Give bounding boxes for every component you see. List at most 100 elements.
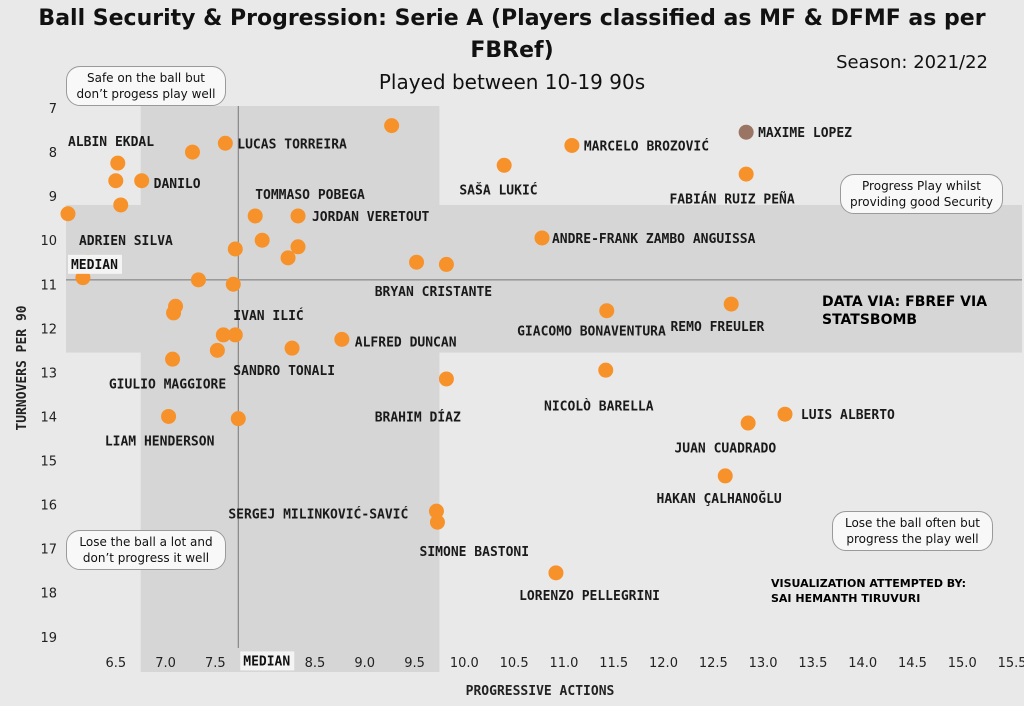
x-tick-label: 15.5 [998,656,1024,671]
x-tick-label: 9.0 [354,656,375,671]
player-label: IVAN ILIĆ [233,308,303,324]
y-tick-label: 15 [40,455,57,470]
data-point [60,206,76,222]
x-tick-label: 11.0 [549,656,578,671]
data-point [280,250,296,266]
player-label: ALBIN EKDAL [68,135,154,150]
player-label: BRYAN CRISTANTE [375,285,492,300]
y-tick-label: 14 [40,410,57,425]
chart-title-line-2: FBRef) [470,38,554,63]
player-label: BRAHIM DÍAZ [375,409,461,425]
player-label: JORDAN VERETOUT [312,210,430,225]
data-point [438,256,454,272]
data-point [740,415,756,431]
player-label: GIACOMO BONAVENTURA [517,325,666,340]
data-point [209,342,225,358]
data-point [290,239,306,255]
y-tick-label: 19 [40,631,57,646]
x-tick-label: 10.5 [500,656,529,671]
data-point [438,371,454,387]
data-point [190,272,206,288]
player-label: LUIS ALBERTO [801,408,895,423]
player-label: LUCAS TORREIRA [237,137,347,152]
x-tick-label: 14.0 [848,656,877,671]
data-point [247,208,263,224]
data-point [184,144,200,160]
x-tick-label: 10.0 [450,656,479,671]
player-label: DANILO [154,177,201,192]
data-point [134,173,150,189]
data-point [334,331,350,347]
data-point [230,411,246,427]
y-tick-label: 8 [49,146,57,161]
callout-top-right-line-1: Progress Play whilst [862,179,981,193]
player-label: LORENZO PELLEGRINI [519,589,660,604]
player-label: ANDRE-FRANK ZAMBO ANGUISSA [552,232,756,247]
y-tick-label: 13 [40,366,57,381]
credit-note: VISUALIZATION ATTEMPTED BY: SAI HEMANTH … [771,576,966,606]
x-tick-label: 9.5 [404,656,425,671]
median-label-bg [240,651,295,671]
callout-top-right-line-2: providing good Security [849,195,994,209]
data-point [290,208,306,224]
player-label: SANDRO TONALI [233,364,335,379]
player-label: FABIÁN RUIZ PEÑA [669,191,794,207]
vertical-shaded-band [140,106,440,672]
x-tick-label: 8.5 [305,656,326,671]
player-label: ALFRED DUNCAN [355,336,457,351]
data-point [428,503,444,519]
player-label: JUAN CUADRADO [674,441,776,456]
y-tick-label: 11 [40,278,57,293]
data-point [496,157,512,173]
data-point [409,254,425,270]
data-point [564,137,580,153]
x-tick-label: 13.5 [798,656,827,671]
x-tick-label: 11.5 [599,656,628,671]
x-tick-label: 7.5 [205,656,226,671]
data-source-note: DATA VIA: FBREF VIA STATSBOMB [822,293,987,329]
data-source-line-2: STATSBOMB [822,312,918,328]
data-point [110,155,126,171]
player-label: SIMONE BASTONI [420,545,530,560]
player-label: SERGEJ MILINKOVIĆ-SAVIĆ [228,506,408,522]
data-point [227,327,243,343]
callout-bottom-left: Lose the ball a lot and don’t progress i… [66,530,226,570]
data-point [548,565,564,581]
callout-top-left-line-2: don’t progess play well [76,87,216,101]
data-point [534,230,550,246]
season-label: Season: 2021/22 [836,52,988,73]
data-point [598,362,614,378]
callout-top-left: Safe on the ball but don’t progess play … [66,66,226,106]
data-point [161,408,177,424]
data-point [217,135,233,151]
callout-bottom-right: Lose the ball often but progress the pla… [832,511,993,551]
chart-subtitle: Played between 10-19 90s [378,70,646,94]
x-tick-label: 13.0 [749,656,778,671]
callout-top-right: Progress Play whilst providing good Secu… [840,174,1003,214]
player-label: ADRIEN SILVA [79,234,173,249]
credit-line-2: SAI HEMANTH TIRUVURI [771,592,921,605]
callout-bottom-left-line-1: Lose the ball a lot and [79,535,213,549]
data-point [738,124,754,140]
player-label: SAŠA LUKIĆ [459,183,537,199]
data-point [227,241,243,257]
data-point [723,296,739,312]
median-label: MEDIAN [71,258,118,273]
y-tick-label: 7 [49,102,57,117]
y-tick-label: 9 [49,190,57,205]
player-label: HAKAN ÇALHANOĞLU [657,491,782,507]
x-tick-label: 14.5 [898,656,927,671]
callout-top-left-line-1: Safe on the ball but [86,71,206,85]
player-label: GIULIO MAGGIORE [109,377,226,392]
player-label: TOMMASO POBEGA [255,188,365,203]
data-point [738,166,754,182]
x-tick-label: 12.5 [699,656,728,671]
credit-line-1: VISUALIZATION ATTEMPTED BY: [771,577,966,590]
data-point [284,340,300,356]
data-point [165,351,181,367]
data-point [166,305,182,321]
data-point [215,327,231,343]
x-axis-title: PROGRESSIVE ACTIONS [466,684,615,699]
player-label: LIAM HENDERSON [105,435,215,450]
